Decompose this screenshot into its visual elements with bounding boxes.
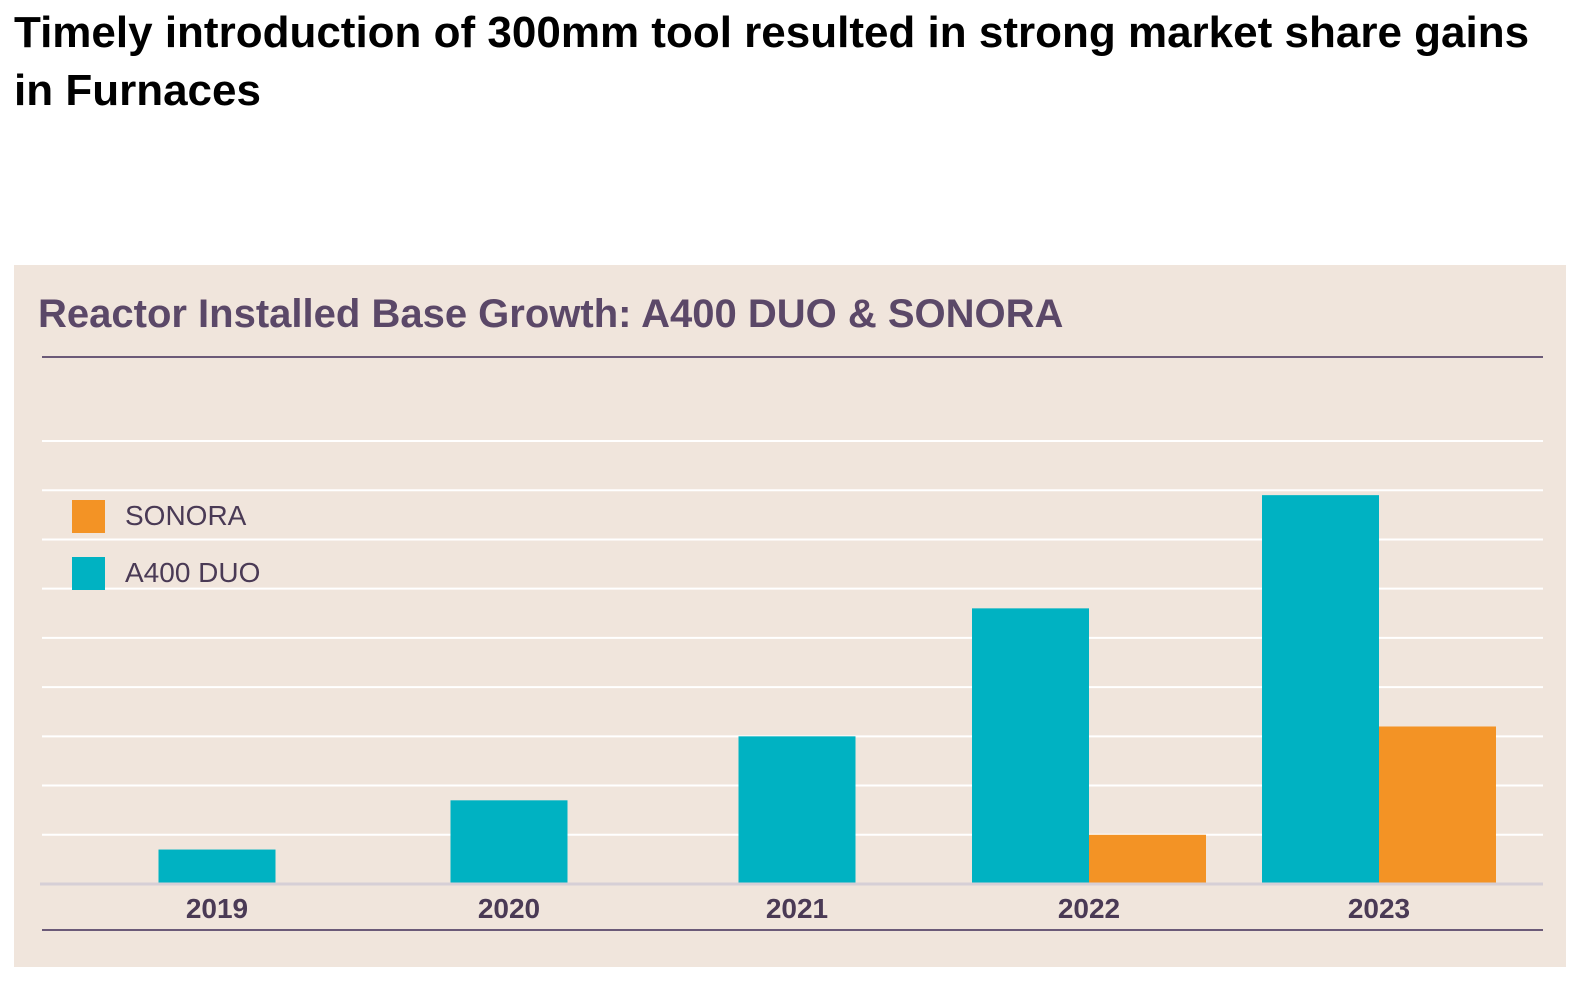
x-tick-label: 2019: [186, 893, 248, 924]
bar-a400-duo-2020: [450, 800, 568, 884]
legend: SONORA A400 DUO: [72, 494, 260, 608]
legend-item-sonora: SONORA: [72, 494, 260, 538]
bar-a400-duo-2023: [1262, 495, 1379, 884]
legend-label-a400-duo: A400 DUO: [125, 557, 261, 588]
x-tick-label: 2022: [1058, 893, 1120, 924]
x-tick-label: 2021: [766, 893, 828, 924]
chart-title: Reactor Installed Base Growth: A400 DUO …: [38, 292, 1064, 336]
bar-a400-duo-2022: [972, 608, 1089, 884]
x-tick-label: 2023: [1348, 893, 1410, 924]
bar-sonora-2022: [1089, 834, 1206, 884]
bars: [158, 495, 1496, 884]
x-tick-label: 2020: [478, 893, 540, 924]
legend-label-sonora: SONORA: [125, 500, 247, 531]
legend-swatch-a400-duo: [72, 556, 105, 590]
legend-swatch-sonora: [72, 499, 105, 533]
bar-a400-duo-2019: [158, 849, 276, 884]
x-tick-labels: 2019 2020 2021 2022 2023: [186, 893, 1410, 924]
bar-sonora-2023: [1379, 726, 1496, 884]
bar-a400-duo-2021: [738, 736, 856, 884]
slide-headline: Timely introduction of 300mm tool result…: [14, 8, 1530, 115]
legend-item-a400-duo: A400 DUO: [72, 551, 260, 595]
